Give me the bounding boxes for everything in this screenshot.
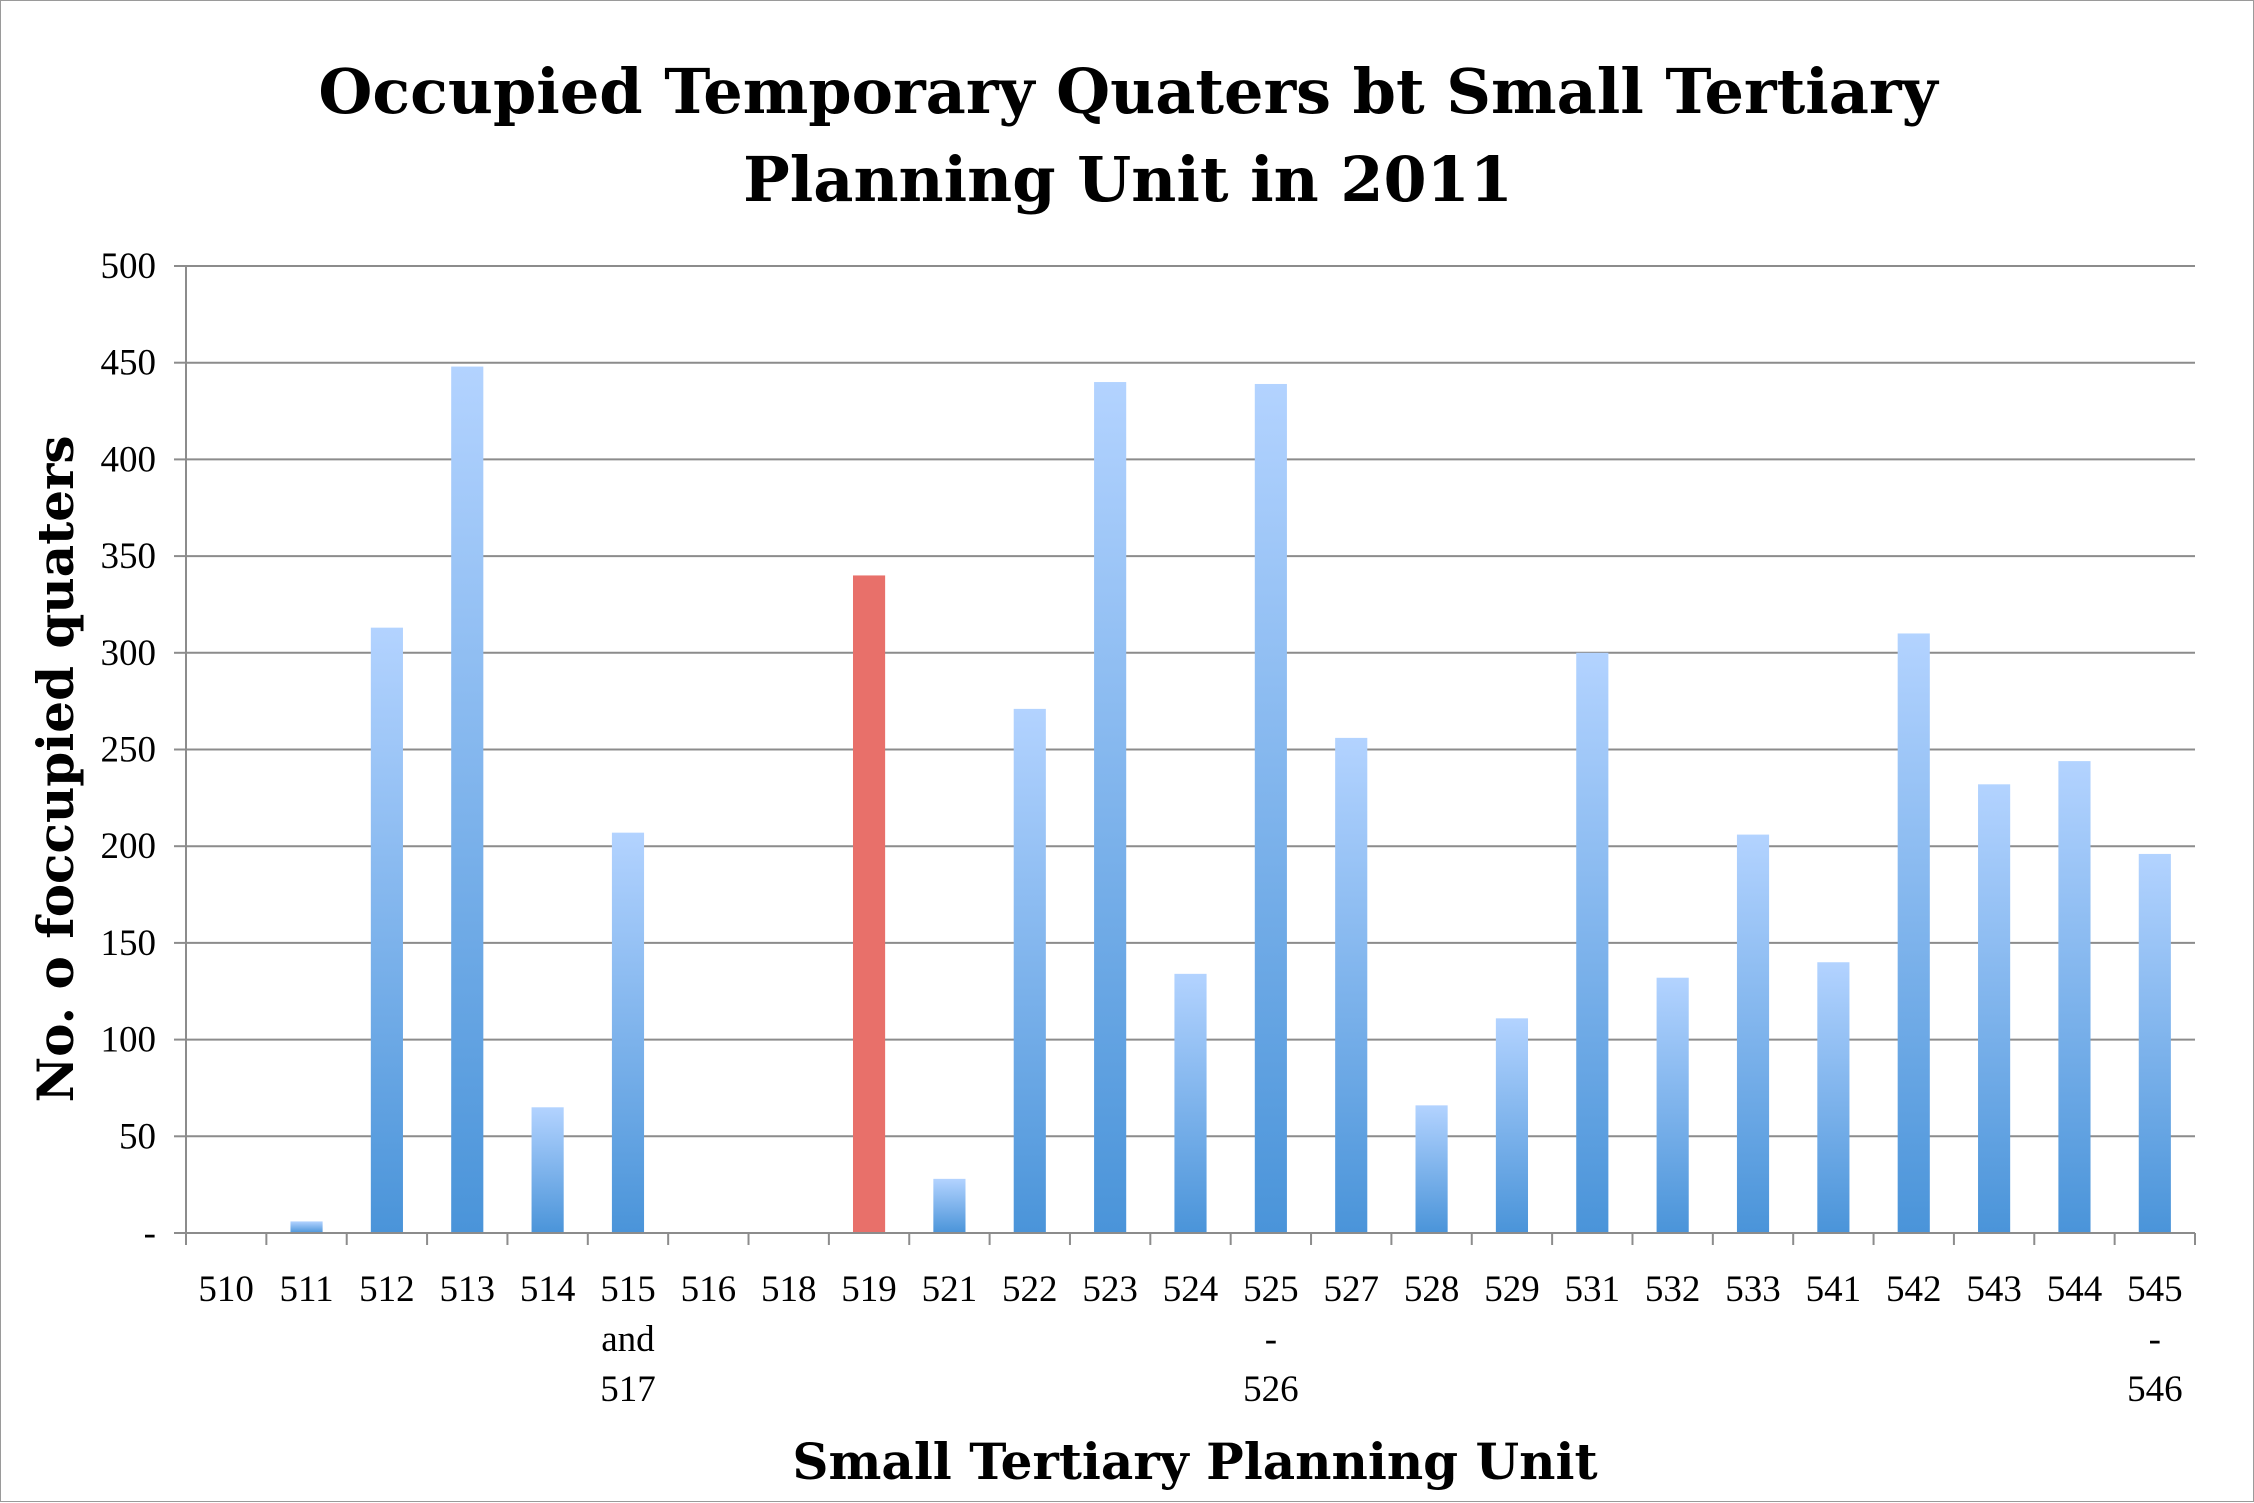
x-tick-label: 524 — [1163, 1269, 1219, 1310]
bar — [451, 366, 484, 1233]
axes — [185, 266, 2196, 1245]
y-tick-label: 350 — [101, 536, 157, 577]
bar — [2058, 761, 2091, 1233]
x-tick-label: 519 — [841, 1269, 897, 1310]
bar — [1656, 977, 1689, 1233]
bar — [1978, 784, 2011, 1233]
bar — [1335, 737, 1368, 1233]
x-tick-label: 542 — [1886, 1269, 1942, 1310]
x-tick-label: 517 — [600, 1369, 656, 1410]
x-tick-label: 526 — [1243, 1369, 1299, 1410]
x-tick-label: 545 — [2127, 1269, 2183, 1310]
x-tick-label: 546 — [2127, 1369, 2183, 1410]
y-tick-label: 300 — [101, 633, 157, 674]
x-tick-label: 543 — [1966, 1269, 2022, 1310]
y-tick-label: 150 — [101, 923, 157, 964]
bar — [1897, 633, 1930, 1233]
x-axis-tick-labels: 510 511 512 513 514 515 and 517 516 518 519 521 522 5… — [198, 1269, 2182, 1410]
gridlines — [186, 265, 2195, 1138]
bar — [1254, 383, 1287, 1233]
bar — [1736, 834, 1770, 1233]
bar — [1495, 1018, 1529, 1233]
y-tick-label: - — [144, 1213, 156, 1254]
y-tick-label: 450 — [101, 343, 157, 384]
x-axis-title: Small Tertiary Planning Unit — [792, 1432, 1597, 1491]
x-tick-label: - — [1265, 1319, 1277, 1360]
y-tick-label: 100 — [101, 1020, 157, 1061]
y-tick-label: 250 — [101, 730, 157, 771]
bar — [370, 627, 403, 1233]
x-tick-label: 532 — [1645, 1269, 1701, 1310]
bar — [852, 575, 886, 1233]
x-tick-label: 518 — [761, 1269, 817, 1310]
bar — [933, 1178, 966, 1233]
bar — [531, 1107, 564, 1233]
bars — [290, 366, 2171, 1233]
x-tick-label: 525 — [1243, 1269, 1299, 1310]
bar — [290, 1221, 323, 1233]
x-tick-label: 514 — [520, 1269, 576, 1310]
bar — [1576, 652, 1609, 1233]
x-tick-label: 522 — [1002, 1269, 1058, 1310]
x-tick-label: 516 — [681, 1269, 737, 1310]
bar — [1013, 708, 1046, 1233]
y-tick-label: 50 — [119, 1116, 156, 1157]
x-tick-label: 523 — [1082, 1269, 1138, 1310]
bar — [1817, 962, 1850, 1233]
x-tick-label: 510 — [198, 1269, 254, 1310]
x-tick-label: 513 — [440, 1269, 496, 1310]
y-tick-label: 400 — [101, 439, 157, 480]
x-tick-label: 512 — [359, 1269, 415, 1310]
x-tick-label: 544 — [2047, 1269, 2103, 1310]
y-tick-label: 500 — [101, 246, 157, 287]
bar — [1415, 1105, 1448, 1233]
x-tick-label: 541 — [1806, 1269, 1862, 1310]
x-tick-label: 533 — [1725, 1269, 1781, 1310]
y-axis-title: No. o foccupied quaters — [26, 435, 85, 1102]
x-tick-label: 511 — [279, 1269, 333, 1310]
x-tick-label: 515 — [600, 1269, 656, 1310]
x-tick-label: 527 — [1323, 1269, 1379, 1310]
x-tick-label: 529 — [1484, 1269, 1540, 1310]
chart-title-line-2: Planning Unit in 2011 — [743, 143, 1513, 216]
y-tick-label: 200 — [101, 826, 157, 867]
bar — [1094, 382, 1127, 1233]
bar — [1174, 973, 1207, 1233]
chart-title-line-1: Occupied Temporary Quaters bt Small Tert… — [318, 55, 1939, 128]
x-tick-label: 528 — [1404, 1269, 1460, 1310]
x-tick-label: 521 — [922, 1269, 978, 1310]
bar — [2138, 853, 2171, 1233]
x-tick-label: and — [601, 1319, 655, 1360]
x-tick-label: 531 — [1565, 1269, 1621, 1310]
bar — [611, 832, 645, 1233]
y-axis-ticks: - 50 100 150 200 250 300 350 400 450 500 — [101, 246, 186, 1254]
x-tick-label: - — [2149, 1319, 2161, 1360]
